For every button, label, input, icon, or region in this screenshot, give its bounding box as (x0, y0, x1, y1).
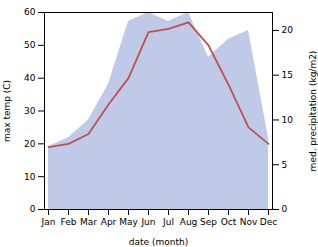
svg-text:date (month): date (month) (129, 237, 188, 247)
svg-text:max temp (C): max temp (C) (2, 80, 12, 142)
svg-text:20: 20 (24, 139, 36, 149)
svg-text:Oct: Oct (221, 217, 237, 227)
svg-text:Nov: Nov (240, 217, 258, 227)
svg-text:20: 20 (282, 25, 294, 35)
svg-text:10: 10 (24, 172, 36, 182)
svg-text:0: 0 (30, 204, 36, 214)
svg-text:40: 40 (24, 73, 36, 83)
svg-text:0: 0 (282, 204, 288, 214)
svg-text:Jul: Jul (162, 217, 174, 227)
svg-text:Feb: Feb (61, 217, 77, 227)
svg-text:Aug: Aug (180, 217, 198, 227)
svg-text:Dec: Dec (260, 217, 277, 227)
svg-text:Jun: Jun (140, 217, 155, 227)
svg-text:15: 15 (282, 70, 293, 80)
svg-text:60: 60 (24, 7, 36, 17)
svg-text:May: May (119, 217, 138, 227)
svg-text:Sep: Sep (200, 217, 217, 227)
svg-text:Apr: Apr (101, 217, 117, 227)
svg-text:30: 30 (24, 106, 36, 116)
svg-text:50: 50 (24, 40, 36, 50)
svg-text:5: 5 (282, 160, 288, 170)
svg-text:Mar: Mar (80, 217, 97, 227)
svg-text:med. precipitation (kg/m2): med. precipitation (kg/m2) (308, 51, 318, 172)
svg-text:Jan: Jan (41, 217, 56, 227)
svg-text:10: 10 (282, 115, 294, 125)
